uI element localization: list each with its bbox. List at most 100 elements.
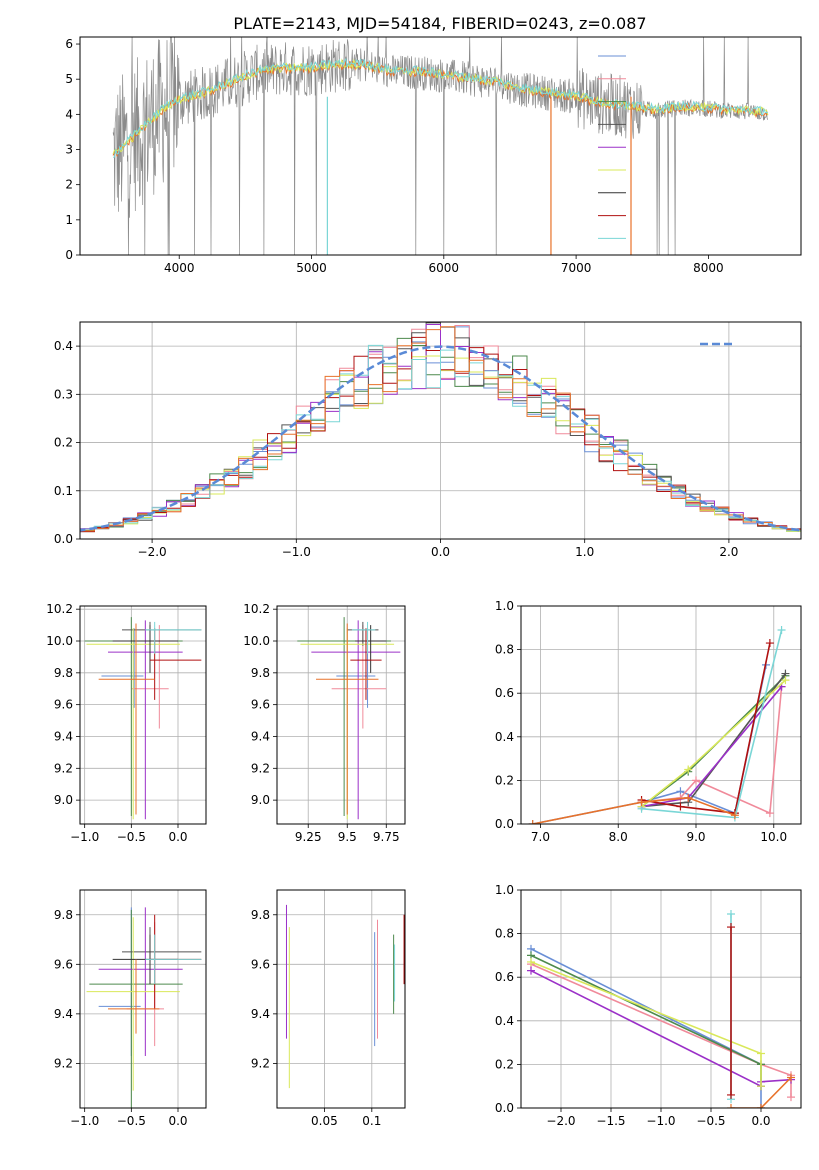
x-tick-label: 9.75 [373, 830, 400, 844]
series-line [731, 1076, 792, 1108]
plot-area [86, 907, 202, 1108]
y-tick-label: 0.4 [54, 339, 73, 353]
y-tick-label: 9.2 [251, 1056, 270, 1070]
x-tick-label: −2.0 [546, 1114, 575, 1128]
x-tick-label: −1.5 [596, 1114, 625, 1128]
x-tick-label: −2.0 [138, 545, 167, 559]
axes-frame [276, 605, 406, 825]
gaussian-curve [80, 345, 801, 532]
y-tick-label: 0.2 [495, 773, 514, 787]
axes: 9.25 9.5 9.75 9.0 9.2 9.4 9.6 9.8 10.0 10.2 [243, 602, 399, 844]
y-tick-label: 0.0 [495, 1101, 514, 1115]
x-tick-label: 0.0 [431, 545, 450, 559]
y-tick-label: 6 [65, 37, 73, 51]
series-line [532, 796, 736, 824]
y-tick-label: 0.4 [495, 730, 514, 744]
axes-frame [79, 605, 207, 825]
series-line [530, 963, 792, 1098]
x-tick-label: 9.0 [686, 830, 705, 844]
x-tick-label: 10.0 [760, 830, 787, 844]
x-tick-label: 2.0 [719, 545, 738, 559]
series-marker [637, 798, 646, 807]
series-marker [777, 625, 786, 634]
y-tick-label: 9.8 [251, 666, 270, 680]
series-marker [527, 966, 535, 975]
observed-spectrum-line [112, 37, 769, 255]
panel-weight-vs-Z: −2.0 −1.5 −1.0 −0.5 0.0 0.0 0.2 0.4 0.6 0.8 1.0 [495, 883, 802, 1128]
x-tick-label: 9.25 [295, 830, 322, 844]
series-marker [730, 811, 739, 820]
x-tick-label: −0.5 [696, 1114, 725, 1128]
model-spectrum-line [113, 57, 769, 158]
axes: 4000 5000 6000 7000 8000 0 1 2 3 4 5 6 [65, 37, 723, 275]
plot-area [112, 37, 769, 255]
x-tick-label: −0.5 [117, 1114, 146, 1128]
y-tick-label: 9.0 [54, 793, 73, 807]
y-tick-label: 9.2 [54, 1056, 73, 1070]
y-tick-label: 9.8 [54, 666, 73, 680]
panel-age-vs-mass: 9.25 9.5 9.75 9.0 9.2 9.4 9.6 9.8 10.0 10.2 [243, 602, 406, 844]
x-tick-label: −1.0 [646, 1114, 675, 1128]
plot-area [528, 625, 790, 824]
axes-frame [79, 321, 802, 540]
x-tick-label: 0.05 [311, 1114, 338, 1128]
figure-title: PLATE=2143, MJD=54184, FIBERID=0243, z=0… [233, 14, 646, 33]
series-marker [727, 1090, 735, 1099]
plot-area [297, 617, 401, 820]
y-tick-label: 2 [65, 178, 73, 192]
y-tick-label: 9.8 [54, 908, 73, 922]
axes: 0.05 0.1 9.2 9.4 9.6 9.8 [251, 908, 381, 1128]
panel-spectrum: 4000 5000 6000 7000 8000 0 1 2 3 4 5 6 [65, 36, 802, 275]
y-tick-label: 0.6 [495, 686, 514, 700]
x-tick-label: 8.0 [609, 830, 628, 844]
series-marker [727, 1104, 735, 1108]
series-line [530, 961, 762, 1087]
x-tick-label: 4000 [164, 261, 195, 275]
y-tick-label: 9.6 [54, 698, 73, 712]
x-tick-label: 1.0 [575, 545, 594, 559]
y-tick-label: 0.3 [54, 387, 73, 401]
x-tick-label: 8000 [693, 261, 724, 275]
series-line [641, 642, 771, 814]
y-tick-label: 9.4 [251, 1007, 270, 1021]
series-marker [684, 793, 693, 802]
y-tick-label: 0.6 [495, 970, 514, 984]
axes: −2.0 −1.0 0.0 1.0 2.0 0.0 0.1 0.2 0.3 0.4 [54, 339, 739, 559]
y-tick-label: 9.2 [251, 761, 270, 775]
series-marker [528, 820, 537, 824]
y-tick-label: 10.0 [46, 634, 73, 648]
axes-frame [79, 889, 207, 1109]
y-tick-label: 0.1 [54, 484, 73, 498]
panel-age-vs-Z: −1.0 −0.5 0.0 9.0 9.2 9.4 9.6 9.8 10.0 10.2 [46, 602, 207, 844]
y-tick-label: 4 [65, 107, 73, 121]
plot-area [84, 617, 202, 820]
y-tick-label: 1.0 [495, 883, 514, 897]
axes: 7.0 8.0 9.0 10.0 0.0 0.2 0.4 0.6 0.8 1.0 [495, 599, 787, 844]
x-tick-label: 0.1 [362, 1114, 381, 1128]
y-tick-label: 9.4 [54, 729, 73, 743]
x-tick-label: −0.5 [117, 830, 146, 844]
series-marker [765, 809, 774, 818]
series-marker [757, 1049, 765, 1058]
series-marker [787, 1093, 795, 1102]
x-tick-label: 6000 [429, 261, 460, 275]
panel-mass-vs-EBV: 0.05 0.1 9.2 9.4 9.6 9.8 [251, 889, 406, 1128]
y-tick-label: 0 [65, 248, 73, 262]
series-marker [527, 957, 535, 966]
x-tick-label: −1.0 [70, 830, 99, 844]
series-marker [787, 1073, 795, 1082]
y-tick-label: 1 [65, 213, 73, 227]
y-tick-label: 0.0 [495, 817, 514, 831]
series-marker [727, 923, 735, 932]
series-marker [727, 909, 735, 918]
y-tick-label: 1.0 [495, 599, 514, 613]
series-marker [757, 1082, 765, 1091]
series-marker [757, 1104, 765, 1108]
y-tick-label: 10.2 [46, 602, 73, 616]
x-tick-label: 0.0 [168, 1114, 187, 1128]
panel-mass-vs-Z: −1.0 −0.5 0.0 9.2 9.4 9.6 9.8 [54, 889, 207, 1128]
y-tick-label: 9.4 [251, 729, 270, 743]
x-tick-label: 5000 [296, 261, 327, 275]
axes: −1.0 −0.5 0.0 9.0 9.2 9.4 9.6 9.8 10.0 10.2 [46, 602, 187, 844]
